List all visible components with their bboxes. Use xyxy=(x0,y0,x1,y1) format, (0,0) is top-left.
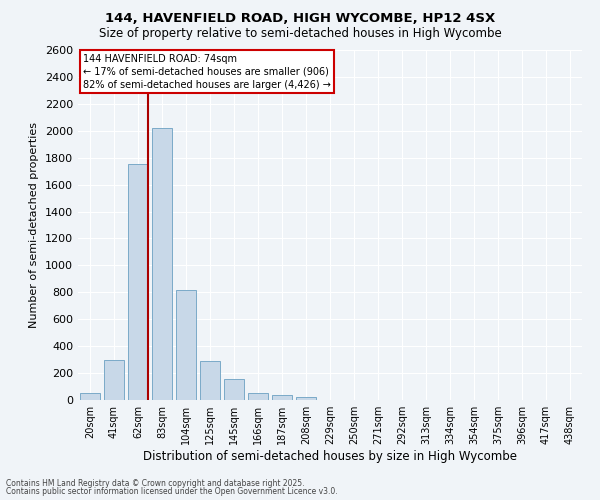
Y-axis label: Number of semi-detached properties: Number of semi-detached properties xyxy=(29,122,40,328)
Bar xyxy=(272,396,292,400)
Bar xyxy=(296,396,316,400)
Text: 144, HAVENFIELD ROAD, HIGH WYCOMBE, HP12 4SX: 144, HAVENFIELD ROAD, HIGH WYCOMBE, HP12… xyxy=(105,12,495,26)
Bar xyxy=(80,392,100,400)
Bar xyxy=(224,379,244,400)
Bar xyxy=(176,290,196,400)
Bar xyxy=(104,360,124,400)
Bar xyxy=(200,361,220,400)
Text: 144 HAVENFIELD ROAD: 74sqm
← 17% of semi-detached houses are smaller (906)
82% o: 144 HAVENFIELD ROAD: 74sqm ← 17% of semi… xyxy=(83,54,331,90)
Bar xyxy=(248,394,268,400)
Text: Contains public sector information licensed under the Open Government Licence v3: Contains public sector information licen… xyxy=(6,487,338,496)
Text: Size of property relative to semi-detached houses in High Wycombe: Size of property relative to semi-detach… xyxy=(98,28,502,40)
Text: Contains HM Land Registry data © Crown copyright and database right 2025.: Contains HM Land Registry data © Crown c… xyxy=(6,478,305,488)
X-axis label: Distribution of semi-detached houses by size in High Wycombe: Distribution of semi-detached houses by … xyxy=(143,450,517,463)
Bar xyxy=(128,164,148,400)
Bar xyxy=(152,128,172,400)
